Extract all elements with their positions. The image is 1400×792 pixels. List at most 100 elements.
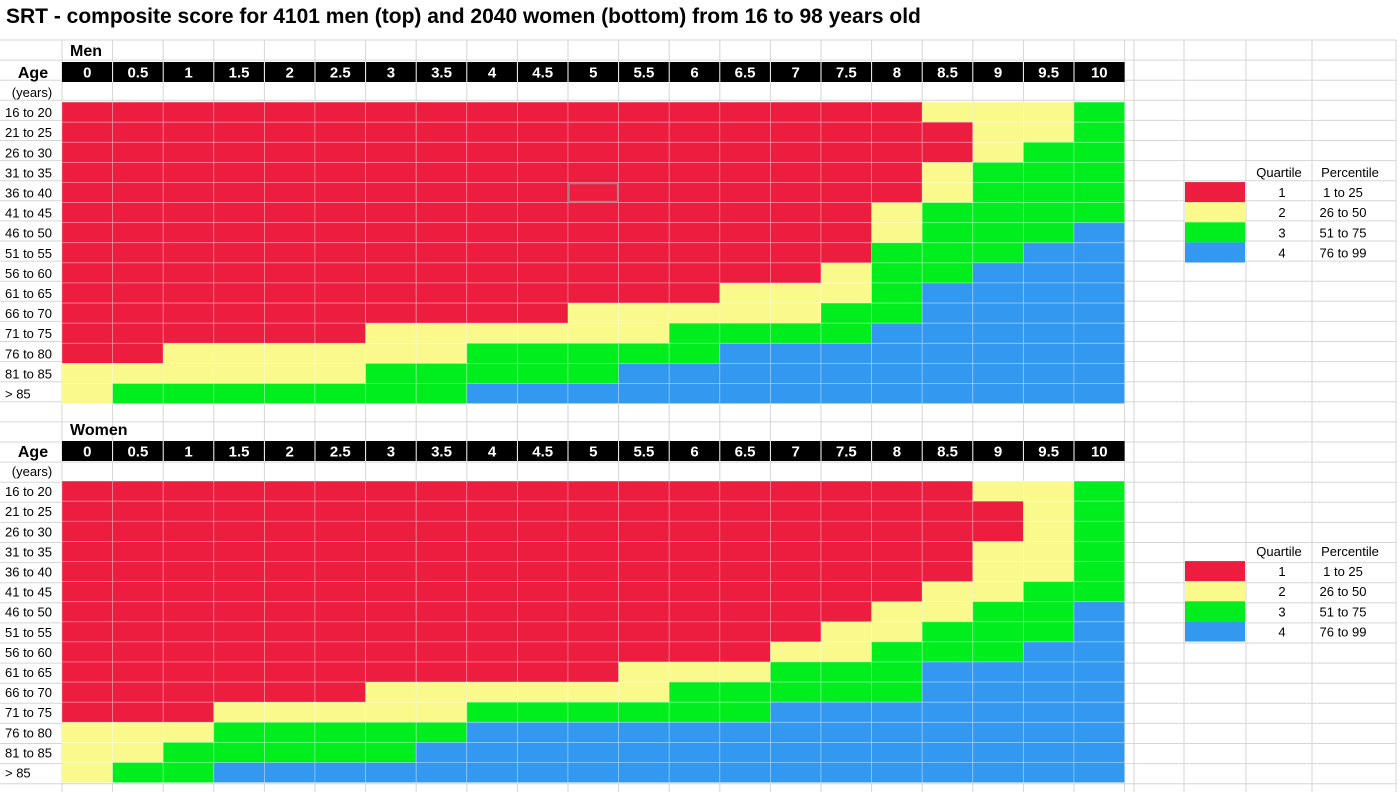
women-heatmap-cell <box>213 561 265 583</box>
women-heatmap-cell <box>972 701 1024 723</box>
women-heatmap-cell <box>263 701 316 723</box>
women-y-tick-label: 61 to 65 <box>5 665 52 680</box>
women-heatmap-cell <box>517 520 569 542</box>
men-heatmap-cell <box>668 282 721 304</box>
men-heatmap-cell <box>921 161 974 183</box>
men-heatmap-cell <box>770 342 822 364</box>
men-x-tick-label: 1 <box>184 65 192 82</box>
women-heatmap-cell <box>365 661 417 683</box>
women-heatmap-cell <box>567 701 619 723</box>
men-heatmap-cell <box>415 101 468 123</box>
women-heatmap-cell <box>517 500 569 522</box>
men-heatmap-cell <box>618 182 670 204</box>
men-heatmap-cell <box>365 242 417 264</box>
women-x-tick-label: 1.5 <box>229 444 250 461</box>
women-heatmap-cell <box>213 601 265 623</box>
men-heatmap-cell <box>1073 282 1125 304</box>
women-heatmap-cell <box>112 701 164 723</box>
men-heatmap-cell <box>871 262 923 284</box>
women-heatmap-cell <box>921 561 974 583</box>
women-y-tick-label: 46 to 50 <box>5 605 52 620</box>
men-heatmap-cell <box>517 342 569 364</box>
men-heatmap-cell <box>719 262 771 284</box>
women-heatmap-cell <box>213 480 265 502</box>
men-heatmap-cell <box>162 242 215 264</box>
women-heatmap-cell <box>162 681 215 703</box>
men-heatmap-cell <box>162 141 215 163</box>
women-heatmap-cell <box>213 641 265 663</box>
men-heatmap-cell <box>466 242 518 264</box>
women-header-bar <box>62 441 1125 461</box>
women-heatmap-cell <box>314 641 366 663</box>
women-heatmap-cell <box>1023 621 1075 643</box>
women-heatmap-cell <box>61 762 113 784</box>
men-heatmap-cell <box>921 202 974 224</box>
men-heatmap-cell <box>263 161 316 183</box>
women-heatmap-cell <box>517 621 569 643</box>
women-y-tick-label: 31 to 35 <box>5 544 52 559</box>
women-heatmap-cell <box>1023 721 1075 743</box>
women-heatmap-cell <box>162 561 215 583</box>
men-heatmap-cell <box>314 383 366 405</box>
men-x-tick-label: 9.5 <box>1038 65 1059 82</box>
men-heatmap-cell <box>213 262 265 284</box>
women-heatmap-cell <box>921 762 974 784</box>
women-heatmap-cell <box>871 500 923 522</box>
women-heatmap-cell <box>820 701 872 723</box>
women-heatmap-cell <box>567 661 619 683</box>
men-heatmap-cell <box>719 161 771 183</box>
women-heatmap-cell <box>668 541 721 562</box>
men-heatmap-cell <box>213 141 265 163</box>
men-heatmap-cell <box>1073 342 1125 364</box>
men-legend-swatch <box>1185 242 1245 263</box>
men-heatmap-cell <box>871 121 923 143</box>
women-heatmap-cell <box>668 681 721 703</box>
men-heatmap-cell <box>415 242 468 264</box>
women-heatmap-cell <box>820 541 872 562</box>
men-heatmap-cell <box>719 342 771 364</box>
women-heatmap-cell <box>972 721 1024 743</box>
men-legend-swatch <box>1185 182 1245 203</box>
women-heatmap-cell <box>567 500 619 522</box>
men-heatmap-cell <box>972 202 1024 224</box>
women-heatmap-cell <box>1073 480 1125 502</box>
men-heatmap-cell <box>567 383 619 405</box>
women-unit-label: (years) <box>12 464 52 479</box>
men-heatmap-cell <box>618 202 670 224</box>
men-heatmap-cell <box>365 302 417 324</box>
women-legend-header-quartile: Quartile <box>1256 544 1302 559</box>
men-heatmap-cell <box>61 222 113 244</box>
men-heatmap-cell <box>972 141 1024 163</box>
women-heatmap-cell <box>314 601 366 623</box>
men-heatmap-cell <box>871 182 923 204</box>
men-heatmap-cell <box>618 242 670 264</box>
men-heatmap-cell <box>263 282 316 304</box>
men-heatmap-cell <box>314 182 366 204</box>
women-heatmap-cell <box>517 721 569 743</box>
women-heatmap-cell <box>719 621 771 643</box>
women-heatmap-cell <box>820 520 872 542</box>
women-y-tick-label: 36 to 40 <box>5 565 52 580</box>
women-heatmap-cell <box>466 480 518 502</box>
women-heatmap-cell <box>618 661 670 683</box>
men-heatmap-cell <box>1073 242 1125 264</box>
men-heatmap-cell <box>263 342 316 364</box>
men-heatmap-cell <box>770 242 822 264</box>
men-heatmap-cell <box>162 282 215 304</box>
men-heatmap-cell <box>820 161 872 183</box>
men-heatmap-cell <box>466 141 518 163</box>
women-heatmap-cell <box>567 762 619 784</box>
men-heatmap-panel: Men Age (years) 0 0.5 1 1.5 2 2.5 3 3.5 4 4.5 5 5.5 6 6.… <box>5 43 1379 405</box>
men-heatmap-cell <box>567 202 619 224</box>
women-heatmap-cell <box>618 701 670 723</box>
women-heatmap-cell <box>1023 561 1075 583</box>
men-heatmap-cell <box>415 322 468 344</box>
men-heatmap-cell <box>365 362 417 384</box>
men-heatmap-cell <box>668 222 721 244</box>
men-heatmap-cell <box>162 202 215 224</box>
women-heatmap-cell <box>263 480 316 502</box>
men-heatmap-cell <box>517 302 569 324</box>
women-heatmap-cell <box>263 541 316 562</box>
women-heatmap-cell <box>365 762 417 784</box>
men-header-bar <box>62 62 1125 82</box>
